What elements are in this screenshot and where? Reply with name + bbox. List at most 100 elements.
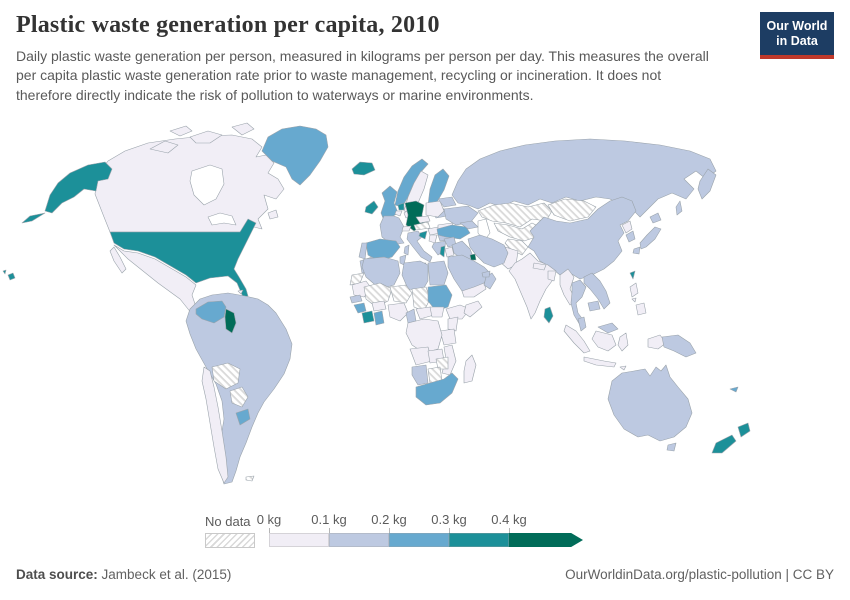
tasmania[interactable]	[666, 442, 677, 452]
country-iran[interactable]	[467, 234, 509, 268]
country-belarus[interactable]	[437, 196, 457, 208]
country-turkey[interactable]	[436, 224, 471, 240]
country-ghana[interactable]	[373, 310, 385, 326]
country-north-korea[interactable]	[621, 220, 633, 234]
country-venezuela[interactable]	[195, 300, 227, 324]
country-south-korea[interactable]	[625, 230, 636, 243]
baja-california[interactable]	[109, 246, 127, 274]
country-greenland[interactable]	[261, 125, 329, 186]
country-netherlands[interactable]	[397, 202, 405, 211]
country-portugal[interactable]	[358, 242, 368, 260]
country-ireland[interactable]	[364, 200, 379, 215]
country-malaysia[interactable]	[577, 316, 619, 334]
country-south-sudan[interactable]	[429, 306, 445, 318]
country-spain[interactable]	[365, 238, 401, 262]
legend-segment[interactable]	[389, 533, 449, 547]
newfoundland[interactable]	[267, 209, 279, 220]
caucasus[interactable]	[459, 220, 479, 230]
country-china[interactable]	[527, 196, 637, 280]
country-guyana[interactable]	[224, 308, 237, 334]
country-mali[interactable]	[363, 282, 393, 308]
country-iceland[interactable]	[351, 161, 376, 176]
country-chad[interactable]	[411, 286, 431, 312]
sardinia[interactable]	[403, 244, 410, 256]
country-vietnam[interactable]	[583, 272, 611, 310]
arctic-island[interactable]	[231, 122, 255, 136]
legend-tick-label: 0.4 kg	[491, 512, 527, 527]
country-france[interactable]	[379, 215, 405, 246]
legend-segment[interactable]	[509, 533, 583, 547]
country-nepal[interactable]	[532, 262, 547, 271]
country-namibia[interactable]	[411, 364, 429, 386]
country-yemen[interactable]	[461, 282, 487, 298]
legend: No data 0 kg 0.1 kg 0.2 kg 0.3 kg 0.4 kg	[0, 512, 850, 548]
country-dr-congo[interactable]	[405, 318, 443, 354]
country-cambodia[interactable]	[587, 300, 601, 312]
country-chile[interactable]	[201, 366, 229, 484]
country-nigeria[interactable]	[387, 302, 409, 322]
sakhalin[interactable]	[675, 200, 683, 216]
country-switzerland[interactable]	[401, 225, 412, 232]
legend-segment[interactable]	[269, 533, 329, 547]
country-south-africa[interactable]	[415, 372, 459, 406]
country-australia[interactable]	[607, 364, 693, 442]
alaska[interactable]	[44, 161, 113, 214]
country-papua-new-guinea[interactable]	[661, 334, 697, 358]
country-bangladesh[interactable]	[547, 270, 557, 282]
country-serbia[interactable]	[428, 234, 438, 244]
country-tanzania[interactable]	[439, 328, 457, 346]
country-afghanistan[interactable]	[504, 238, 529, 256]
country-sudan[interactable]	[427, 284, 453, 312]
country-thailand[interactable]	[570, 279, 587, 326]
country-kuwait[interactable]	[469, 253, 477, 261]
country-belgium[interactable]	[394, 210, 403, 217]
country-taiwan[interactable]	[629, 270, 636, 280]
country-algeria[interactable]	[361, 256, 401, 290]
country-austria[interactable]	[413, 221, 431, 231]
country-bahamas[interactable]	[237, 289, 244, 295]
country-egypt[interactable]	[427, 260, 449, 286]
arctic-island[interactable]	[189, 130, 223, 144]
kamchatka[interactable]	[697, 168, 717, 200]
country-uae[interactable]	[481, 270, 491, 278]
legend-segment[interactable]	[449, 533, 509, 547]
country-somalia[interactable]	[463, 300, 483, 318]
country-norway[interactable]	[394, 158, 429, 208]
country-new-zealand[interactable]	[711, 422, 751, 454]
new-caledonia[interactable]	[729, 386, 739, 393]
country-guinea[interactable]	[353, 302, 367, 314]
country-kenya[interactable]	[447, 316, 459, 332]
falkland-islands[interactable]	[245, 475, 255, 482]
data-source: Data source: Jambeck et al. (2015)	[16, 567, 231, 582]
country-japan[interactable]	[632, 212, 662, 255]
country-paraguay[interactable]	[229, 386, 249, 408]
aleutian-islands[interactable]	[21, 212, 46, 224]
legend-segment[interactable]	[329, 533, 389, 547]
arctic-island[interactable]	[169, 125, 193, 137]
country-bolivia[interactable]	[211, 362, 241, 390]
country-czechia[interactable]	[415, 215, 431, 224]
country-sri-lanka[interactable]	[543, 306, 554, 324]
country-canada[interactable]	[94, 134, 285, 233]
country-israel[interactable]	[439, 245, 446, 258]
country-burkina-faso[interactable]	[371, 300, 387, 312]
country-jordan[interactable]	[444, 246, 455, 258]
legend-no-data-swatch[interactable]	[205, 533, 255, 548]
country-niger[interactable]	[389, 284, 413, 304]
arctic-island[interactable]	[149, 140, 179, 154]
owid-link[interactable]: OurWorldinData.org/plastic-pollution	[565, 567, 782, 582]
owid-logo[interactable]: Our World in Data	[760, 12, 834, 59]
country-madagascar[interactable]	[463, 354, 477, 384]
country-philippines[interactable]	[629, 282, 647, 316]
country-mongolia[interactable]	[547, 198, 597, 222]
country-libya[interactable]	[401, 260, 429, 292]
country-senegal[interactable]	[349, 294, 363, 304]
country-russia[interactable]	[451, 138, 717, 218]
country-uruguay[interactable]	[235, 408, 251, 426]
country-indonesia[interactable]	[563, 324, 667, 371]
country-croatia[interactable]	[418, 230, 428, 240]
country-cote-divoire[interactable]	[361, 310, 375, 324]
hawaii-islands[interactable]	[2, 269, 16, 281]
country-zimbabwe[interactable]	[435, 356, 449, 370]
country-poland[interactable]	[425, 200, 445, 218]
